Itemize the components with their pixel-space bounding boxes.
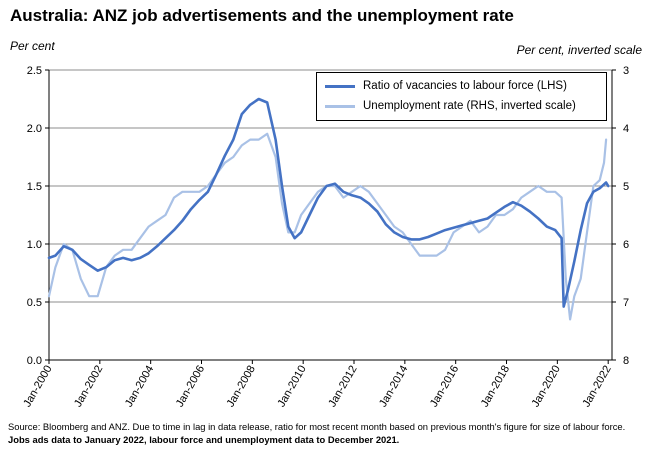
legend-swatch-vacancies bbox=[325, 84, 355, 88]
x-tick-label: Jan-2006 bbox=[174, 364, 207, 410]
left-tick-label: 2.0 bbox=[27, 123, 42, 135]
right-tick-labels: 3 4 5 6 7 8 bbox=[612, 65, 629, 367]
source-text-bold: Jobs ads data to January 2022, labour fo… bbox=[8, 433, 400, 445]
legend-swatch-unemployment bbox=[325, 104, 355, 108]
left-tick-labels: 0.0 0.5 1.0 1.5 2.0 2.5 bbox=[27, 65, 49, 367]
chart-legend: Ratio of vacancies to labour force (LHS)… bbox=[316, 72, 607, 121]
x-tick-label: Jan-2000 bbox=[21, 364, 54, 410]
x-tick-labels: Jan-2000 Jan-2002 Jan-2004 Jan-2006 Jan-2008… bbox=[21, 360, 614, 409]
right-tick-label: 3 bbox=[623, 65, 629, 77]
x-tick-label: Jan-2022 bbox=[580, 364, 613, 410]
right-tick-label: 7 bbox=[623, 297, 629, 309]
series-lines bbox=[47, 97, 610, 321]
x-tick-label: Jan-2018 bbox=[479, 364, 512, 410]
left-tick-label: 1.5 bbox=[27, 181, 42, 193]
x-tick-label: Jan-2010 bbox=[275, 364, 308, 410]
right-tick-label: 4 bbox=[623, 123, 629, 135]
gridlines bbox=[49, 69, 612, 303]
left-tick-label: 2.5 bbox=[27, 65, 42, 77]
legend-item-vacancies: Ratio of vacancies to labour force (LHS) bbox=[325, 80, 567, 92]
x-tick-label: Jan-2008 bbox=[225, 364, 258, 410]
x-tick-label: Jan-2016 bbox=[428, 364, 461, 410]
right-axis-label: Per cent, inverted scale bbox=[516, 43, 642, 57]
left-axis-label: Per cent bbox=[10, 39, 55, 53]
chart-title: Australia: ANZ job advertisements and th… bbox=[10, 6, 514, 25]
right-tick-label: 5 bbox=[623, 181, 629, 193]
source-note: Source: Bloomberg and ANZ. Due to time i… bbox=[8, 421, 644, 446]
right-tick-label: 6 bbox=[623, 239, 629, 251]
axes bbox=[48, 70, 613, 361]
legend-item-unemployment: Unemployment rate (RHS, inverted scale) bbox=[325, 100, 576, 112]
x-tick-label: Jan-2004 bbox=[123, 364, 156, 410]
x-tick-label: Jan-2020 bbox=[530, 364, 563, 410]
series-line-vacancies bbox=[47, 97, 610, 308]
series-line-unemployment bbox=[47, 132, 608, 321]
left-tick-label: 0.0 bbox=[27, 355, 42, 367]
right-tick-label: 8 bbox=[623, 355, 629, 367]
left-tick-label: 0.5 bbox=[27, 297, 42, 309]
legend-label-unemployment: Unemployment rate (RHS, inverted scale) bbox=[363, 100, 576, 112]
source-text: Source: Bloomberg and ANZ. Due to time i… bbox=[8, 421, 626, 432]
x-tick-label: Jan-2012 bbox=[326, 364, 359, 410]
x-tick-label: Jan-2014 bbox=[377, 364, 410, 410]
left-tick-label: 1.0 bbox=[27, 239, 42, 251]
x-tick-label: Jan-2002 bbox=[72, 364, 105, 410]
legend-label-vacancies: Ratio of vacancies to labour force (LHS) bbox=[363, 80, 567, 92]
